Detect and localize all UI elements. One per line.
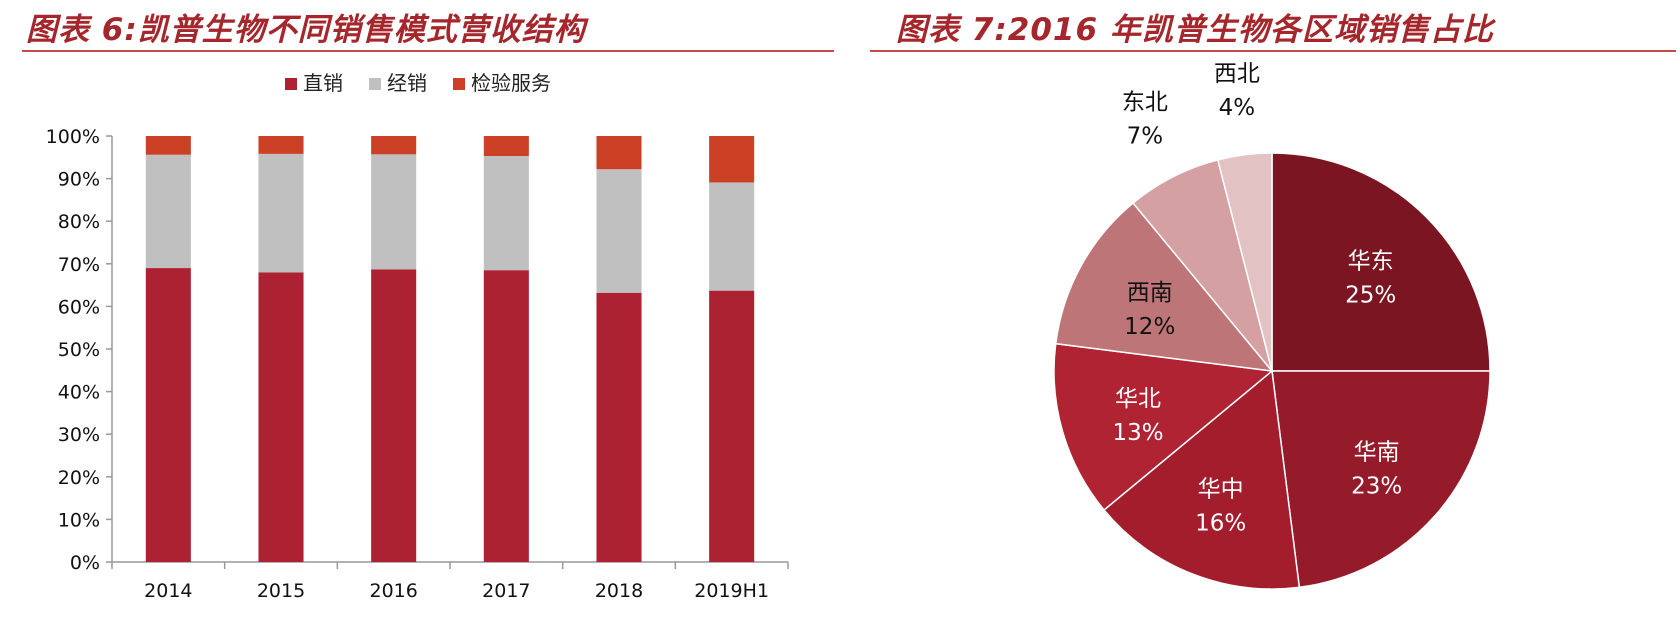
bar-segment	[145, 268, 191, 562]
legend-label: 直销	[303, 71, 343, 95]
pie-label-value: 23%	[1351, 473, 1402, 499]
bar-segment	[483, 136, 529, 157]
y-tick-label: 10%	[58, 509, 100, 531]
legend-swatch	[285, 78, 297, 90]
bar-segment	[371, 269, 417, 562]
x-tick-label: 2014	[144, 580, 192, 602]
pie-slice	[1271, 370, 1491, 589]
y-tick-label: 60%	[58, 296, 100, 318]
pie-label-value: 7%	[1127, 124, 1164, 150]
left-figure-title: 图表 6:凯普生物不同销售模式营收结构	[26, 12, 586, 48]
bar-segment	[596, 292, 642, 562]
x-tick-label: 2015	[257, 580, 305, 602]
y-tick-label: 40%	[58, 382, 100, 404]
left-title-rule	[22, 50, 834, 52]
y-tick-label: 70%	[58, 254, 100, 276]
legend-swatch	[369, 78, 381, 90]
y-tick-label: 0%	[70, 552, 100, 574]
bar-segment	[709, 136, 755, 183]
right-title-rule	[870, 50, 1676, 52]
y-tick-label: 50%	[58, 339, 100, 361]
bar-segment	[145, 154, 191, 269]
legend-label: 经销	[387, 71, 427, 95]
bar-segment	[258, 272, 304, 562]
right-figure-title: 图表 7:2016 年凯普生物各区域销售占比	[896, 12, 1494, 48]
y-tick-label: 100%	[46, 126, 100, 148]
pie-label-name: 华东	[1348, 248, 1394, 274]
pie-slice	[1216, 152, 1273, 372]
pie-label-name: 华北	[1115, 386, 1161, 412]
bar-segment	[483, 270, 529, 562]
x-tick-label: 2019H1	[694, 580, 769, 602]
y-tick-label: 90%	[58, 169, 100, 191]
pie-slice	[1053, 342, 1274, 512]
pie-slices	[1053, 152, 1491, 590]
legend-label: 检验服务	[471, 71, 551, 95]
bar-segment	[596, 169, 642, 293]
y-tick-label: 30%	[58, 424, 100, 446]
pie-label-value: 25%	[1345, 282, 1396, 308]
chart-legend: 直销 经销 检验服务	[285, 71, 551, 95]
pie-label-name: 华南	[1354, 439, 1400, 465]
pie-label-name: 西南	[1127, 280, 1173, 306]
bar-segment	[145, 136, 191, 155]
bar-segment	[709, 182, 755, 291]
legend-swatch	[453, 78, 465, 90]
bar-segment	[371, 154, 417, 270]
pie-slice	[1102, 369, 1301, 590]
pie-label-value: 4%	[1219, 95, 1256, 121]
pie-label-name: 华中	[1198, 477, 1244, 503]
pie-label-value: 12%	[1124, 314, 1175, 340]
bar-segment	[483, 156, 529, 271]
x-tick-label: 2016	[369, 580, 417, 602]
bar-segment	[371, 136, 417, 155]
y-tick-label: 80%	[58, 211, 100, 233]
y-tick-label: 20%	[58, 467, 100, 489]
pie-label-name: 西北	[1214, 61, 1260, 87]
bar-segment	[709, 290, 755, 562]
bar-segment	[258, 153, 304, 273]
bar-segment	[596, 136, 642, 170]
pie-label-value: 13%	[1112, 420, 1163, 446]
pie-slice	[1271, 152, 1491, 372]
x-tick-label: 2018	[595, 580, 643, 602]
right-figure-panel: 图表 7:2016 年凯普生物各区域销售占比 华东 25% 华南 23% 华中 16% 华北…	[870, 0, 1680, 620]
bar-segment	[258, 136, 304, 154]
pie-label-value: 16%	[1195, 511, 1246, 537]
pie-chart: 华东 25% 华南 23% 华中 16% 华北 13% 西南 12% 东北 7% 西北 4%	[1053, 61, 1491, 590]
pie-slice	[1054, 201, 1274, 372]
left-figure-panel: 图表 6:凯普生物不同销售模式营收结构 0% 10% 20% 30% 40% 50% 60%…	[22, 12, 834, 602]
x-tick-label: 2017	[482, 580, 530, 602]
pie-label-name: 东北	[1122, 90, 1168, 116]
stacked-bar-chart: 0% 10% 20% 30% 40% 50% 60% 70% 80% 90% 100% 2014 201…	[46, 71, 789, 602]
